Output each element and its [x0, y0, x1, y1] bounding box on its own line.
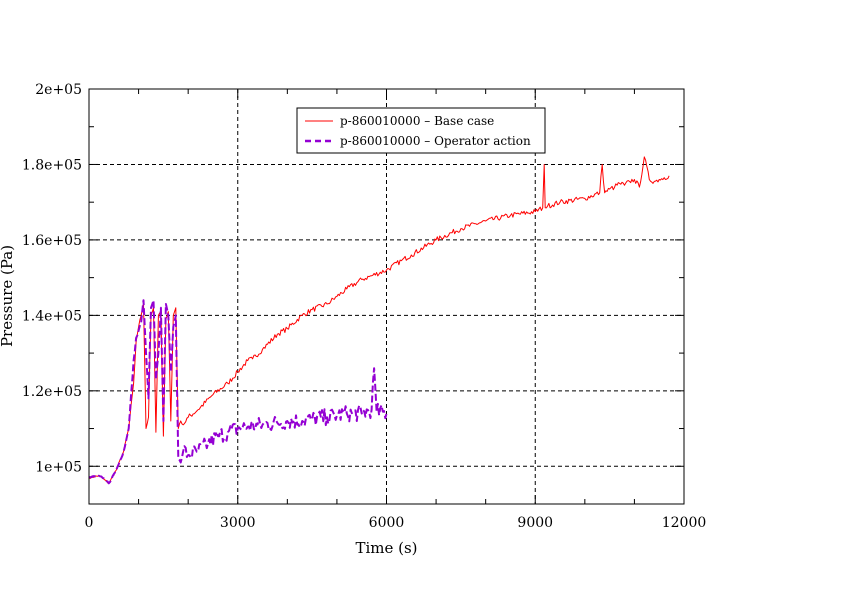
grid-lines: [89, 89, 684, 504]
y-tick-label: 1.8e+05: [22, 157, 82, 173]
legend-label-base-case: p-860010000 – Base case: [340, 114, 494, 128]
series-line-base-case: [88, 156, 670, 484]
y-tick-label: 1.4e+05: [22, 308, 82, 324]
series-line-operator-action: [88, 299, 388, 485]
y-tick-label: 1.6e+05: [22, 233, 82, 249]
tick-labels: 0 3000 6000 9000 12000 1e+05 1.2e+05 1.4e+05 1.6…: [22, 82, 706, 531]
legend-box: [296, 107, 546, 154]
axis-ticks: [88, 88, 685, 505]
y-tick-label: 2e+05: [35, 82, 82, 98]
x-tick-label: 0: [85, 515, 94, 531]
x-tick-label: 12000: [662, 515, 707, 531]
x-tick-label: 6000: [369, 515, 405, 531]
series-layer: [88, 156, 670, 485]
x-axis-title: Time (s): [355, 539, 417, 557]
legend-label-operator-action: p-860010000 – Operator action: [340, 134, 531, 148]
y-axis-title: Pressure (Pa): [0, 245, 16, 347]
x-tick-label: 9000: [517, 515, 553, 531]
legend: p-860010000 – Base case p-860010000 – Op…: [296, 107, 546, 154]
y-tick-label: 1e+05: [35, 459, 82, 475]
y-tick-label: 1.2e+05: [22, 384, 82, 400]
x-tick-label: 3000: [220, 515, 256, 531]
